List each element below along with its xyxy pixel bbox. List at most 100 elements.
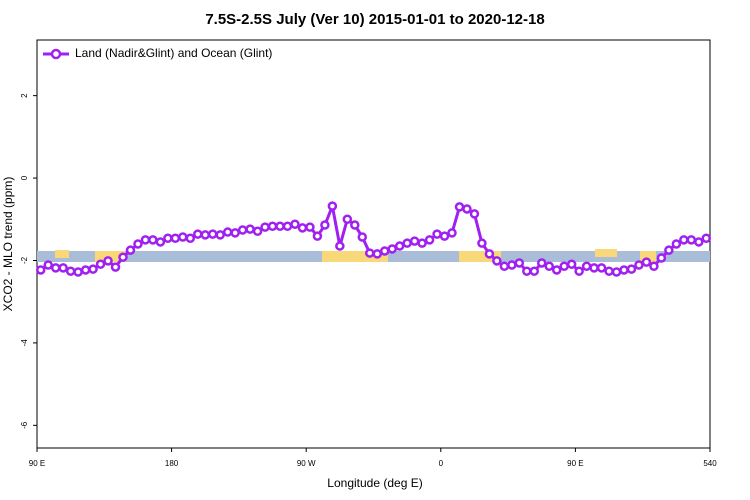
data-point <box>148 235 158 245</box>
data-point <box>133 239 143 249</box>
y-tick-label: 0 <box>20 175 29 180</box>
data-point <box>499 261 510 272</box>
data-point <box>447 228 457 238</box>
x-tick-label: 180 <box>165 459 179 468</box>
data-point <box>103 256 113 266</box>
data-point <box>88 264 98 274</box>
data-point <box>275 221 285 232</box>
land-band <box>640 251 656 262</box>
data-point <box>551 265 562 275</box>
data-point <box>335 241 345 251</box>
data-point <box>50 263 61 273</box>
y-tick-label: -6 <box>20 421 29 429</box>
y-tick-label: -2 <box>20 256 29 264</box>
data-point <box>566 259 577 269</box>
data-point <box>43 260 53 270</box>
data-point <box>574 266 584 276</box>
y-axis-label: XCO2 - MLO trend (ppm) <box>1 177 15 312</box>
data-point <box>469 209 480 219</box>
x-tick-label: 90 E <box>29 459 45 468</box>
data-point <box>679 235 689 245</box>
data-point <box>409 236 420 246</box>
data-point <box>320 220 330 230</box>
data-point <box>118 252 128 262</box>
data-point <box>664 245 674 255</box>
data-point <box>477 238 487 248</box>
y-tick-label: -4 <box>20 339 29 347</box>
data-point <box>379 246 390 256</box>
data-point <box>365 248 375 258</box>
legend-label: Land (Nadir&Glint) and Ocean (Glint) <box>75 46 272 60</box>
data-point <box>267 221 278 232</box>
data-point <box>305 222 315 232</box>
data-point <box>402 238 412 248</box>
data-point <box>439 231 450 241</box>
data-point <box>80 265 91 275</box>
data-point <box>357 232 368 242</box>
data-point <box>641 257 652 267</box>
data-point <box>671 239 682 249</box>
data-point <box>140 235 151 245</box>
data-point <box>529 266 540 276</box>
x-axis-label: Longitude (deg E) <box>327 476 422 490</box>
plot-frame <box>36 39 711 449</box>
data-point <box>604 266 614 276</box>
data-point <box>611 267 622 277</box>
data-point <box>432 229 442 239</box>
x-tick-label: 0 <box>439 459 444 468</box>
data-point <box>634 260 644 270</box>
data-point <box>507 260 517 270</box>
data-point <box>73 267 83 277</box>
data-point <box>492 256 502 266</box>
data-point <box>656 253 667 263</box>
series-line <box>39 200 707 274</box>
data-point <box>95 259 106 269</box>
x-tick-label: 90 E <box>567 459 583 468</box>
data-point <box>522 266 532 276</box>
data-point <box>35 265 46 275</box>
data-point <box>282 221 293 232</box>
data-point <box>170 233 181 243</box>
legend-marker <box>50 48 62 60</box>
data-point <box>701 233 712 243</box>
data-point <box>686 235 697 245</box>
data-point <box>178 232 188 242</box>
data-point <box>200 230 210 240</box>
data-point <box>245 224 255 234</box>
land-band <box>459 251 501 262</box>
data-point <box>589 263 599 273</box>
data-point <box>222 227 233 237</box>
data-point <box>290 219 300 229</box>
data-point <box>207 229 218 239</box>
data-point <box>193 229 203 239</box>
data-point <box>619 265 629 275</box>
data-point <box>537 258 547 268</box>
data-point <box>559 261 569 272</box>
data-point <box>237 225 248 235</box>
land-band <box>322 251 388 262</box>
data-point <box>394 241 405 251</box>
data-point <box>372 249 382 259</box>
data-point <box>626 264 637 274</box>
data-point <box>544 261 554 272</box>
land-band <box>595 249 617 257</box>
data-point <box>252 226 263 236</box>
y-tick-label: 2 <box>20 93 29 98</box>
data-point <box>596 263 607 273</box>
data-point <box>230 228 240 238</box>
data-point <box>163 233 173 243</box>
x-tick-label: 90 W <box>297 459 316 468</box>
data-point <box>350 220 360 230</box>
data-point <box>417 238 427 248</box>
chart-title: 7.5S-2.5S July (Ver 10) 2015-01-01 to 20… <box>205 11 544 28</box>
x-tick-label: 540 <box>703 459 717 468</box>
data-point <box>484 249 495 259</box>
data-point <box>454 202 465 212</box>
data-point <box>424 235 435 245</box>
data-point <box>297 223 308 233</box>
data-point <box>58 263 68 273</box>
data-point <box>185 233 196 243</box>
land-band <box>95 251 125 262</box>
data-point <box>312 231 323 241</box>
